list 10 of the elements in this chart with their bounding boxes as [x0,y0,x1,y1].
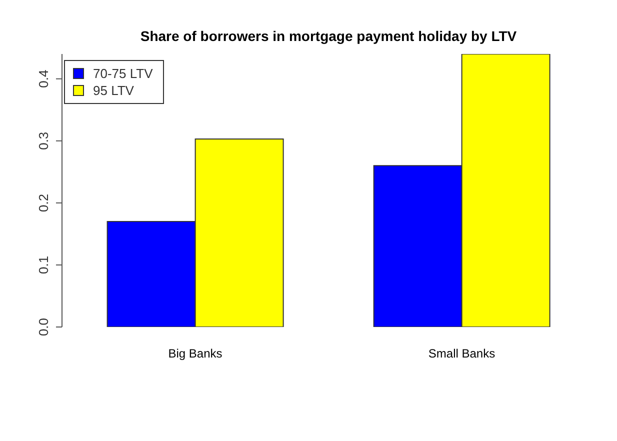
legend-label: 95 LTV [93,82,134,99]
legend-label: 70-75 LTV [93,65,153,82]
y-tick-label: 0.0 [36,318,51,336]
y-tick-label: 0.1 [36,256,51,274]
y-tick-label: 0.3 [36,132,51,150]
y-tick-label: 0.2 [36,194,51,212]
chart-title: Share of borrowers in mortgage payment holiday by LTV [139,28,518,44]
y-tick-label: 0.4 [36,70,51,88]
x-tick-label: Big Banks [168,346,222,361]
x-tick-label: Small Banks [428,346,496,361]
